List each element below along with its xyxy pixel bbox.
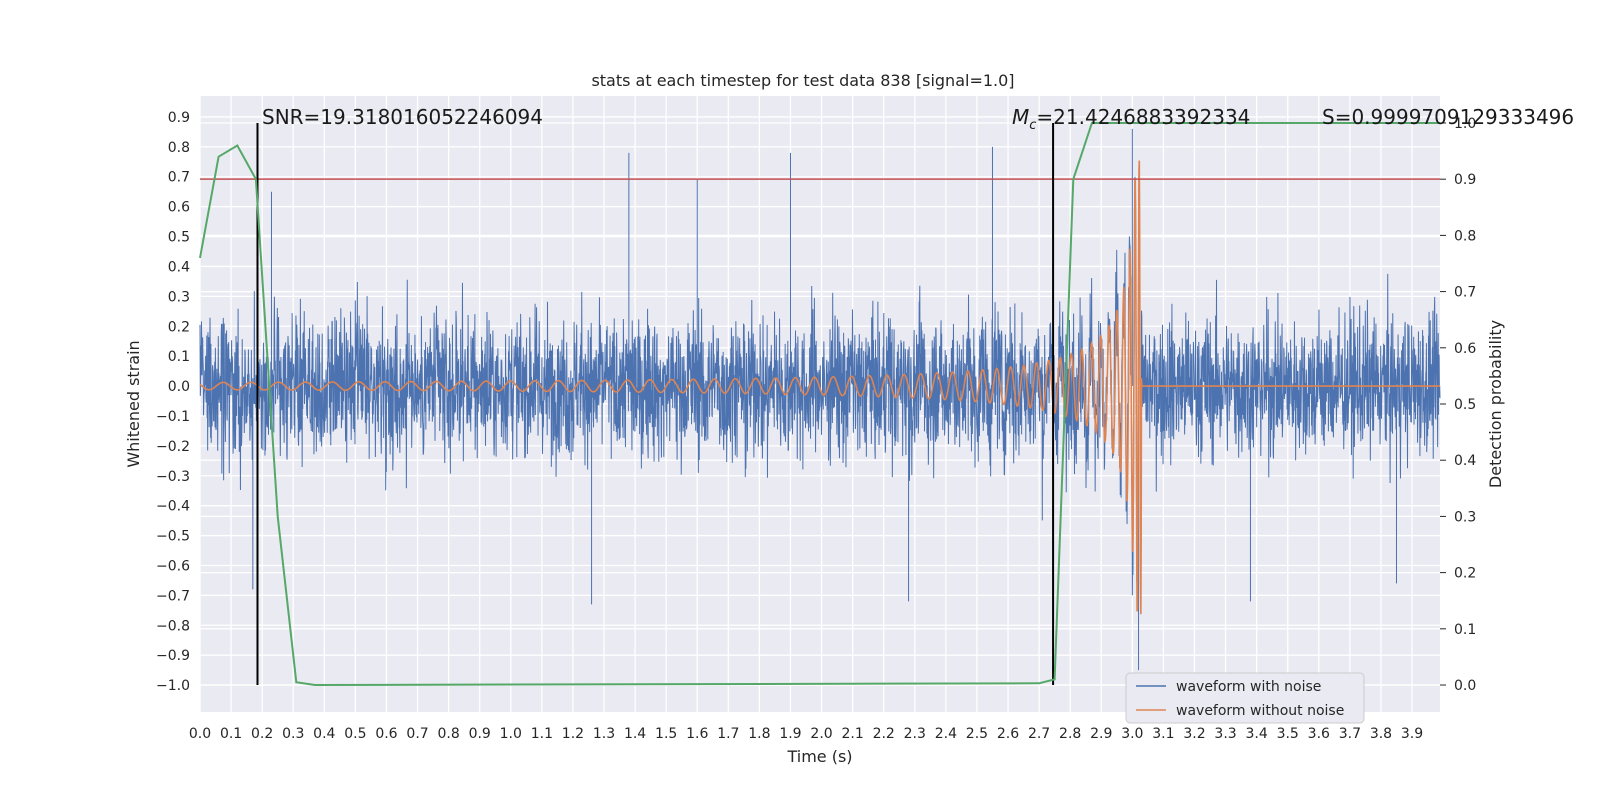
x-tick-label: 1.4 (624, 726, 646, 742)
y-tick-label: −0.7 (156, 588, 190, 604)
y-tick-label: 0.9 (168, 110, 190, 126)
y2-tick-label: 1.0 (1454, 116, 1476, 132)
x-tick-label: 3.6 (1308, 726, 1330, 742)
y2-tick-label: 0.3 (1454, 509, 1476, 525)
y2-tick-label: 0.5 (1454, 397, 1476, 413)
x-tick-label: 0.1 (220, 726, 242, 742)
x-tick-label: 3.1 (1152, 726, 1174, 742)
y2-tick-label: 0.7 (1454, 285, 1476, 301)
y-tick-label: 0.0 (168, 379, 190, 395)
x-tick-label: 0.6 (375, 726, 397, 742)
x-tick-label: 0.4 (313, 726, 335, 742)
y-tick-label: −0.8 (156, 618, 190, 634)
x-tick-label: 0.3 (282, 726, 304, 742)
annotation-mc-sub: c (1029, 118, 1036, 133)
y-tick-label: −0.9 (156, 648, 190, 664)
y2-tick-label: 0.4 (1454, 453, 1476, 469)
x-tick-label: 3.3 (1214, 726, 1236, 742)
y-tick-label: −0.5 (156, 529, 190, 545)
x-tick-label: 1.2 (562, 726, 584, 742)
x-tick-label: 3.5 (1277, 726, 1299, 742)
legend-label-clean: waveform without noise (1176, 703, 1344, 719)
annotation-mc-value: =21.4246883392334 (1036, 105, 1250, 129)
y-tick-labels: 0.9 0.8 0.7 0.6 0.5 0.4 0.3 0.2 0.1 0.0 −0.1 −0.2 −0… (156, 110, 190, 694)
x-tick-label: 1.1 (531, 726, 553, 742)
x-tick-label: 2.5 (966, 726, 988, 742)
y-tick-label: 0.2 (168, 319, 190, 335)
x-tick-label: 2.6 (997, 726, 1019, 742)
x-tick-label: 1.3 (593, 726, 615, 742)
legend: waveform with noise waveform without noi… (1125, 672, 1365, 724)
y-tick-label: −0.3 (156, 469, 190, 485)
y-tick-label: −1.0 (156, 678, 190, 694)
y-tick-label: 0.8 (168, 140, 190, 156)
x-tick-label: 0.2 (251, 726, 273, 742)
y-tick-label: −0.4 (156, 499, 190, 515)
legend-label-noisy: waveform with noise (1176, 679, 1321, 695)
annotation-s: S=0.9999709129333496 (1322, 105, 1574, 129)
x-tick-label: 3.9 (1401, 726, 1423, 742)
y-tick-label: −0.6 (156, 558, 190, 574)
x-tick-label: 2.0 (810, 726, 832, 742)
x-axis-title: Time (s) (786, 747, 852, 766)
y2-tick-label: 0.2 (1454, 566, 1476, 582)
y-tick-label: 0.3 (168, 289, 190, 305)
x-tick-label: 1.0 (500, 726, 522, 742)
x-tick-label: 2.3 (904, 726, 926, 742)
y2-tick-label: 0.8 (1454, 228, 1476, 244)
y2-tick-label: 0.0 (1454, 678, 1476, 694)
series-detection-probability (199, 122, 1440, 687)
series-waveform-without-noise (199, 160, 1440, 615)
x-tick-label: 1.5 (655, 726, 677, 742)
x-tick-label: 0.9 (469, 726, 491, 742)
y-axis-title: Whitened strain (124, 340, 143, 467)
x-tick-label: 2.1 (841, 726, 863, 742)
y2-axis-title: Detection probability (1486, 320, 1505, 488)
x-tick-label: 3.7 (1339, 726, 1361, 742)
x-tick-label: 2.4 (935, 726, 957, 742)
x-tick-label: 2.7 (1028, 726, 1050, 742)
y2-tick-labels: 1.0 0.9 0.8 0.7 0.6 0.5 0.4 0.3 0.2 0.1 0.0 (1440, 116, 1476, 694)
y-tick-label: 0.6 (168, 200, 190, 216)
x-tick-label: 0.7 (406, 726, 428, 742)
x-tick-label: 1.8 (748, 726, 770, 742)
y2-tick-label: 0.9 (1454, 172, 1476, 188)
y-tick-label: 0.1 (168, 349, 190, 365)
annotation-mc-symbol: M (1012, 105, 1029, 129)
y-tick-label: 0.7 (168, 170, 190, 186)
y-tick-label: −0.2 (156, 439, 190, 455)
x-tick-label: 1.9 (779, 726, 801, 742)
x-tick-label: 3.0 (1121, 726, 1143, 742)
y2-tick-label: 0.6 (1454, 341, 1476, 357)
y-tick-label: 0.4 (168, 259, 190, 275)
x-tick-label: 0.0 (189, 726, 211, 742)
legend-box (1125, 672, 1365, 724)
x-tick-label: 3.8 (1370, 726, 1392, 742)
x-tick-label: 1.6 (686, 726, 708, 742)
y-tick-label: 0.5 (168, 230, 190, 246)
x-tick-label: 3.2 (1183, 726, 1205, 742)
x-tick-label: 2.2 (873, 726, 895, 742)
y2-tick-label: 0.1 (1454, 622, 1476, 638)
x-tick-label: 0.5 (344, 726, 366, 742)
x-tick-label: 2.8 (1059, 726, 1081, 742)
x-tick-label: 1.7 (717, 726, 739, 742)
x-tick-labels: 0.0 0.1 0.2 0.3 0.4 0.5 0.6 0.7 0.8 0.9 1.0 1.1 1.2 1… (189, 726, 1423, 742)
plot-content (199, 122, 1441, 687)
x-tick-label: 3.4 (1246, 726, 1268, 742)
x-tick-label: 0.8 (437, 726, 459, 742)
x-tick-label: 2.9 (1090, 726, 1112, 742)
annotation-chirp-mass: Mc=21.4246883392334 (1012, 105, 1250, 133)
y-tick-label: −0.1 (156, 409, 190, 425)
chart-title: stats at each timestep for test data 838… (591, 71, 1014, 90)
annotation-snr: SNR=19.318016052246094 (262, 105, 543, 129)
